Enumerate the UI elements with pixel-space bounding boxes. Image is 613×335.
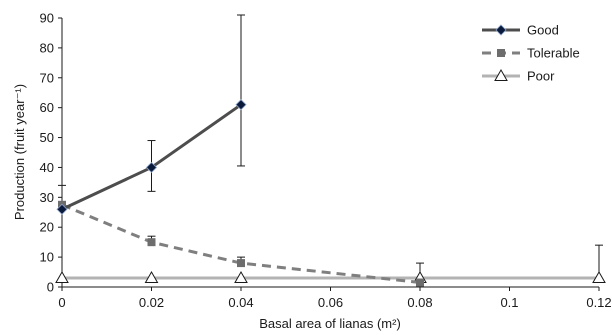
legend-marker-poor xyxy=(494,68,508,81)
series-poor xyxy=(55,244,606,284)
y-tick-label: 20 xyxy=(40,220,54,235)
y-tick-label: 70 xyxy=(40,70,54,85)
y-tick-label: 80 xyxy=(40,40,54,55)
x-tick-label: 0.12 xyxy=(586,295,611,310)
legend-item-tolerable: Tolerable xyxy=(482,46,580,61)
legend-item-poor: Poor xyxy=(482,69,555,84)
x-ticks: 0 0.02 0.04 0.06 0.08 0.1 0.12 xyxy=(58,287,612,310)
legend-label-tolerable: Tolerable xyxy=(527,46,580,61)
x-tick-label: 0.1 xyxy=(500,295,518,310)
y-tick-label: 0 xyxy=(47,280,54,295)
series-layer xyxy=(55,14,606,287)
y-tick-label: 10 xyxy=(40,250,54,265)
y-tick-label: 30 xyxy=(40,190,54,205)
point-tolerable xyxy=(237,259,245,268)
y-tick-label: 40 xyxy=(40,160,54,175)
legend-marker-good xyxy=(495,24,507,36)
x-tick-label: 0.06 xyxy=(318,295,343,310)
point-tolerable xyxy=(416,278,424,287)
x-tick-label: 0.02 xyxy=(139,295,164,310)
point-tolerable xyxy=(147,238,156,247)
legend: Good Tolerable Poor xyxy=(482,23,580,84)
legend-marker-tolerable xyxy=(497,49,505,57)
y-ticks: 0 10 20 30 40 50 60 70 80 90 xyxy=(40,11,62,295)
x-tick-label: 0.04 xyxy=(228,295,253,310)
y-tick-label: 60 xyxy=(40,100,54,115)
x-axis-title: Basal area of lianas (m²) xyxy=(259,316,401,331)
point-poor xyxy=(144,271,159,284)
point-poor xyxy=(234,271,248,284)
point-poor xyxy=(55,271,69,284)
point-poor xyxy=(592,271,606,284)
y-tick-label: 90 xyxy=(40,11,54,26)
series-line-tolerable xyxy=(61,203,421,285)
legend-label-poor: Poor xyxy=(527,69,555,84)
legend-label-good: Good xyxy=(527,23,559,38)
series-good xyxy=(56,14,247,215)
x-tick-label: 0 xyxy=(58,295,65,310)
x-tick-label: 0.08 xyxy=(407,295,432,310)
point-good xyxy=(145,161,158,174)
legend-item-good: Good xyxy=(482,23,559,38)
y-tick-label: 50 xyxy=(40,130,54,145)
point-good xyxy=(235,99,247,111)
point-good xyxy=(56,203,68,215)
axes xyxy=(61,18,599,288)
y-axis-title: Production (fruit year⁻¹) xyxy=(12,84,27,220)
